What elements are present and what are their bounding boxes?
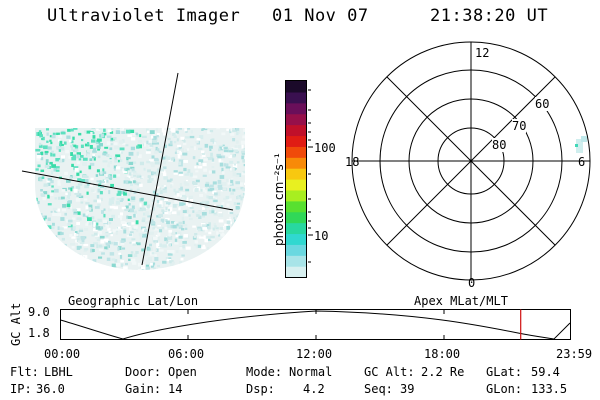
gain-label: Gain: [125, 382, 162, 396]
dsp-label: Dsp: [246, 382, 275, 396]
timeline-ytick-high: 9.0 [28, 305, 50, 319]
glon-value: 133.5 [531, 382, 568, 396]
polar-diagonal-b [386, 76, 556, 246]
colorbar-tick-100: 100 [314, 141, 336, 155]
timeline-xtick-0600: 06:00 [168, 347, 205, 361]
colorbar-swatch [286, 102, 306, 115]
mode-label: Mode: [246, 365, 283, 379]
time-label: 21:38:20 UT [430, 6, 549, 26]
dsp-value: 4.2 [303, 382, 325, 396]
colorbar-swatch [286, 244, 306, 256]
door-label: Door: [125, 365, 162, 379]
colorbar-swatch [286, 135, 306, 147]
colorbar-tick-10: 10 [314, 229, 329, 243]
colorbar-swatch [286, 233, 306, 245]
mlt-label-6: 6 [578, 155, 586, 169]
ip-value: 36.0 [36, 382, 65, 396]
longitude-line [141, 72, 179, 266]
gcalt-value: 2.2 Re [421, 365, 465, 379]
latitude-line [21, 170, 234, 211]
geographic-image [21, 72, 245, 270]
timeline-xtick-1200: 12:00 [296, 347, 333, 361]
colorbar-ticks [308, 89, 313, 263]
mode-value: Normal [289, 365, 333, 379]
seq-label: Seq: [364, 382, 393, 396]
colorbar-swatch [286, 189, 306, 202]
colorbar-swatch [286, 157, 306, 169]
glat-value: 59.4 [531, 365, 560, 379]
mlt-label-18: 18 [345, 155, 360, 169]
polar-plot [351, 41, 591, 281]
lat-label-60: 60 [535, 97, 550, 111]
colorbar-swatch [286, 255, 306, 267]
seq-value: 39 [400, 382, 415, 396]
colorbar-swatch [286, 222, 306, 235]
lat-label-80: 80 [492, 138, 507, 152]
mlt-label-0: 0 [468, 276, 476, 290]
filter-value: LBHL [44, 365, 73, 379]
aurora-speckle-field [35, 128, 245, 270]
timeline-ytick-low: 1.8 [28, 326, 50, 340]
colorbar-swatch [286, 179, 306, 191]
glon-label: GLon: [486, 382, 523, 396]
geographic-caption: Geographic Lat/Lon [68, 294, 199, 308]
colorbar-swatch [286, 200, 306, 213]
altitude-curve [60, 310, 571, 340]
orbit-altitude-plot [60, 309, 571, 340]
colorbar [285, 80, 307, 278]
ip-label: IP: [10, 382, 32, 396]
colorbar-unit-label: photon cm⁻²s⁻¹ [272, 153, 286, 246]
colorbar-swatch [286, 168, 306, 180]
timeline-xtick-2359: 23:59 [556, 347, 593, 361]
door-value: Open [168, 365, 197, 379]
mlt-label-12: 12 [474, 46, 491, 60]
timeline-xtick-0000: 00:00 [44, 347, 81, 361]
date-label: 01 Nov 07 [272, 6, 369, 26]
gain-value: 14 [168, 382, 183, 396]
colorbar-swatch [286, 211, 306, 224]
colorbar-swatch [286, 113, 306, 126]
colorbar-swatch [286, 91, 306, 104]
colorbar-swatch [286, 81, 306, 93]
colorbar-swatch [286, 146, 306, 158]
apex-caption: Apex MLat/MLT [414, 294, 508, 308]
lat-label-70: 70 [512, 119, 527, 133]
timeline-frame [60, 309, 571, 340]
instrument-title: Ultraviolet Imager [47, 6, 241, 26]
filter-label: Flt: [10, 365, 39, 379]
timeline-ylabel: GC Alt [9, 302, 23, 346]
gcalt-label: GC Alt: [364, 365, 415, 379]
colorbar-swatch [286, 266, 306, 278]
polar-aurora-patch [575, 136, 587, 153]
timeline-xticks [187, 309, 445, 340]
timeline-xtick-1800: 18:00 [424, 347, 461, 361]
colorbar-swatch [286, 124, 306, 137]
glat-label: GLat: [486, 365, 523, 379]
